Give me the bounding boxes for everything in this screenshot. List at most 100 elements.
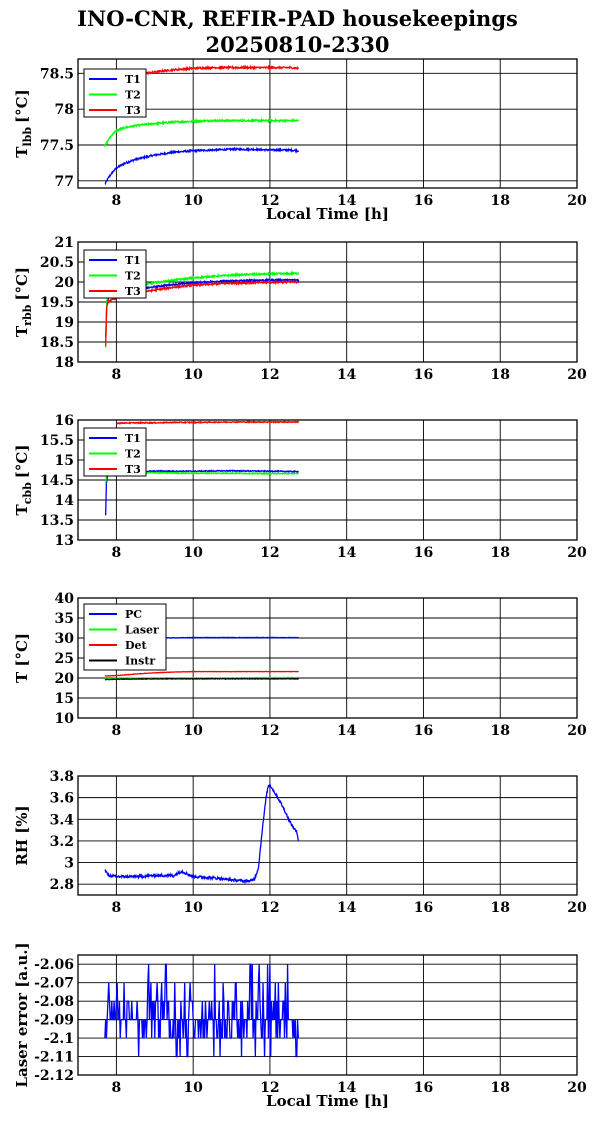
series-lbb-T3 xyxy=(116,64,300,79)
xtick-label-lbb-1: 10 xyxy=(183,193,203,209)
xtick-label-laser-0: 8 xyxy=(112,1080,122,1096)
ytick-label-lbb-1: 77.5 xyxy=(40,138,74,154)
xtick-label-rbb-6: 20 xyxy=(567,367,587,383)
frame-lbb xyxy=(77,58,578,189)
xtick-label-rh-1: 10 xyxy=(183,900,203,916)
ytick-label-laser-0: -2.12 xyxy=(34,1068,74,1084)
legend-label-rbb-1: T2 xyxy=(125,270,141,283)
legend-label-lbb-1: T2 xyxy=(125,89,141,102)
legend-label-rbb-2: T3 xyxy=(125,285,141,298)
xtick-label-laser-1: 10 xyxy=(183,1080,203,1096)
xtick-label-temps-2: 12 xyxy=(260,723,279,739)
ylabel-rbb: Trbb[°C] xyxy=(13,267,34,337)
xtick-label-cbb-0: 8 xyxy=(112,545,122,561)
xtick-label-lbb-3: 14 xyxy=(337,193,357,209)
legend-label-cbb-2: T3 xyxy=(125,463,141,476)
ytick-label-laser-2: -2.1 xyxy=(44,1031,74,1047)
legend-label-lbb-0: T1 xyxy=(125,73,141,86)
xtick-label-temps-1: 10 xyxy=(183,723,203,739)
legend-lbb: T1 T2 T3 xyxy=(83,68,147,118)
ytick-label-laser-6: -2.06 xyxy=(34,957,74,973)
chart-panel-cbb: 13 13.5 14 14.5 15 15.5 16 8 10 12 14 16 18 20 Tcbb[°C… xyxy=(13,413,587,561)
ytick-label-lbb-0: 77 xyxy=(55,174,74,190)
ytick-label-temps-1: 15 xyxy=(55,691,74,707)
xtick-label-rbb-2: 12 xyxy=(260,367,279,383)
xtick-label-laser-2: 12 xyxy=(260,1080,279,1096)
legend-label-temps-2: Det xyxy=(125,639,148,652)
xtick-label-rh-0: 8 xyxy=(112,900,122,916)
legend-cbb: T1 T2 T3 xyxy=(83,427,147,477)
xtick-label-rbb-0: 8 xyxy=(112,367,122,383)
chart-panel-lbb: 77 77.5 78 78.5 8 10 12 14 16 18 20 Local Time [h] T… xyxy=(13,58,587,223)
series-rh-line xyxy=(104,782,300,885)
xtick-label-lbb-6: 20 xyxy=(567,193,587,209)
xtick-label-cbb-5: 18 xyxy=(490,545,509,561)
ytick-label-temps-0: 10 xyxy=(55,711,75,727)
ylabel-rh: RH [%] xyxy=(13,805,31,865)
ylabel-cbb: Tcbb[°C] xyxy=(13,445,34,516)
ytick-label-rh-3: 3.4 xyxy=(50,812,75,828)
xtick-label-temps-4: 16 xyxy=(414,723,433,739)
xtick-label-laser-6: 20 xyxy=(567,1080,587,1096)
series-lbb-T2 xyxy=(104,117,300,147)
ytick-label-rbb-0: 18 xyxy=(55,355,74,371)
xtick-label-cbb-2: 12 xyxy=(260,545,279,561)
ytick-label-rbb-1: 18.5 xyxy=(40,335,74,351)
xtick-label-lbb-5: 18 xyxy=(490,193,509,209)
ytick-label-rh-1: 3 xyxy=(64,856,74,872)
xtick-label-laser-3: 14 xyxy=(337,1080,357,1096)
legend-label-lbb-2: T3 xyxy=(125,104,141,117)
ytick-label-cbb-4: 15 xyxy=(55,453,74,469)
series-lbb-T1 xyxy=(104,146,299,185)
ytick-label-cbb-3: 14.5 xyxy=(40,473,74,489)
ytick-label-rh-2: 3.2 xyxy=(50,834,74,850)
ytick-label-laser-5: -2.07 xyxy=(34,976,74,992)
series-cbb-T3 xyxy=(116,420,300,425)
frame-cbb xyxy=(77,419,578,541)
xtick-label-rbb-1: 10 xyxy=(183,367,203,383)
ytick-label-laser-4: -2.08 xyxy=(34,994,74,1010)
legend-rbb: T1 T2 T3 xyxy=(83,249,147,299)
xtick-label-rh-3: 14 xyxy=(337,900,357,916)
ytick-label-cbb-0: 13 xyxy=(55,533,74,549)
xtick-label-rbb-3: 14 xyxy=(337,367,357,383)
xtick-label-cbb-6: 20 xyxy=(567,545,587,561)
xtick-label-rbb-4: 16 xyxy=(414,367,433,383)
ytick-label-temps-3: 25 xyxy=(55,651,74,667)
ytick-label-laser-1: -2.11 xyxy=(34,1050,74,1066)
ytick-label-temps-4: 30 xyxy=(55,631,75,647)
chart-panel-rbb: 18 18.5 19 19.5 20 20.5 21 8 10 12 14 16 18 20 Trbb[°C… xyxy=(13,235,587,383)
xtick-label-lbb-0: 8 xyxy=(112,193,122,209)
xlabel-laser: Local Time [h] xyxy=(266,1092,389,1110)
series-temps-Instr xyxy=(104,677,300,681)
ytick-label-rbb-6: 21 xyxy=(55,235,74,251)
xtick-label-temps-0: 8 xyxy=(112,723,122,739)
series-temps-Det xyxy=(104,670,299,677)
ytick-label-temps-5: 35 xyxy=(55,611,74,627)
xtick-label-cbb-4: 16 xyxy=(414,545,433,561)
legend-label-temps-0: PC xyxy=(125,608,142,621)
frame-rh xyxy=(77,775,578,896)
legend-label-temps-3: Instr xyxy=(125,655,155,668)
xtick-label-rbb-5: 18 xyxy=(490,367,509,383)
ytick-label-cbb-2: 14 xyxy=(55,493,75,509)
ytick-label-rbb-5: 20.5 xyxy=(40,255,74,271)
xtick-label-cbb-1: 10 xyxy=(183,545,203,561)
xtick-label-cbb-3: 14 xyxy=(337,545,357,561)
xtick-label-laser-5: 18 xyxy=(490,1080,509,1096)
ylabel-laser: Laser error [a.u.] xyxy=(13,942,31,1087)
ytick-label-rbb-3: 19.5 xyxy=(40,295,74,311)
ytick-label-cbb-6: 16 xyxy=(55,413,74,429)
legend-label-cbb-1: T2 xyxy=(125,448,141,461)
ytick-label-cbb-1: 13.5 xyxy=(40,513,74,529)
legend-label-cbb-0: T1 xyxy=(125,432,141,445)
figure-date: 20250810-2330 xyxy=(205,32,390,57)
xlabel-lbb: Local Time [h] xyxy=(266,205,389,223)
ytick-label-temps-2: 20 xyxy=(55,671,75,687)
chart-panel-temps: 10 15 20 25 30 35 40 8 10 12 14 16 18 20 T [°C] PC Laser… xyxy=(13,591,587,739)
ytick-label-rh-0: 2.8 xyxy=(50,877,74,893)
ytick-label-rbb-2: 19 xyxy=(55,315,74,331)
ytick-label-rh-5: 3.8 xyxy=(50,769,74,785)
xtick-label-temps-6: 20 xyxy=(567,723,587,739)
